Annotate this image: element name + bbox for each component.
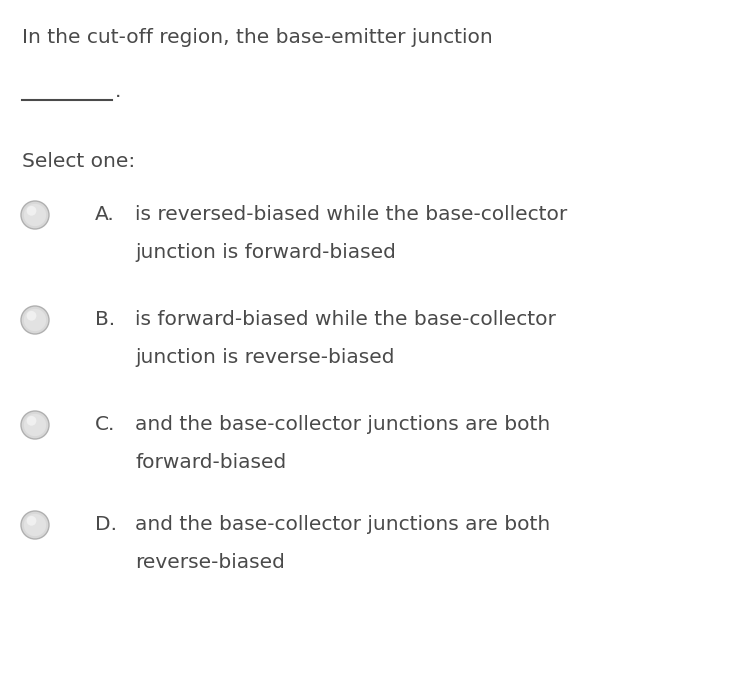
Circle shape xyxy=(21,201,49,229)
Text: A.: A. xyxy=(95,205,115,224)
Text: B.: B. xyxy=(95,310,116,329)
Text: In the cut-off region, the base-emitter junction: In the cut-off region, the base-emitter … xyxy=(22,28,493,47)
Text: Select one:: Select one: xyxy=(22,152,135,171)
Circle shape xyxy=(21,411,49,439)
Text: junction is forward-biased: junction is forward-biased xyxy=(135,243,396,262)
Circle shape xyxy=(26,416,37,426)
Text: forward-biased: forward-biased xyxy=(135,453,286,472)
Circle shape xyxy=(26,516,37,526)
Text: .: . xyxy=(115,82,122,101)
Circle shape xyxy=(21,306,49,334)
Text: and the base-collector junctions are both: and the base-collector junctions are bot… xyxy=(135,415,550,434)
Circle shape xyxy=(24,514,46,536)
Text: and the base-collector junctions are both: and the base-collector junctions are bot… xyxy=(135,515,550,534)
Circle shape xyxy=(24,414,46,436)
Text: reverse-biased: reverse-biased xyxy=(135,553,285,572)
Circle shape xyxy=(26,206,37,216)
Text: is reversed-biased while the base-collector: is reversed-biased while the base-collec… xyxy=(135,205,567,224)
Circle shape xyxy=(21,511,49,539)
Circle shape xyxy=(26,311,37,321)
Circle shape xyxy=(24,204,46,226)
Text: is forward-biased while the base-collector: is forward-biased while the base-collect… xyxy=(135,310,556,329)
Circle shape xyxy=(24,309,46,331)
Text: C.: C. xyxy=(95,415,116,434)
Text: D.: D. xyxy=(95,515,117,534)
Text: junction is reverse-biased: junction is reverse-biased xyxy=(135,348,394,367)
